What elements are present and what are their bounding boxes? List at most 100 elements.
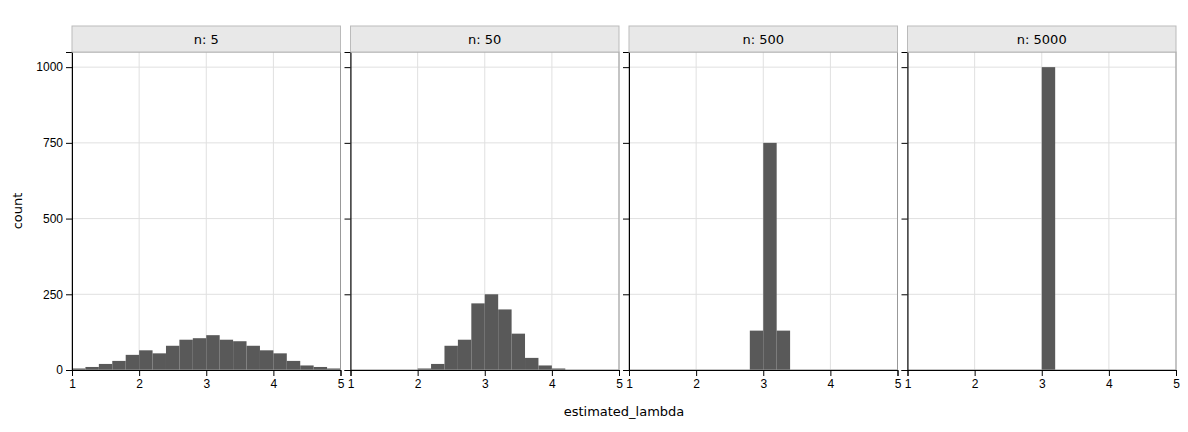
x-axis-line	[908, 371, 1177, 377]
grid-line	[417, 52, 418, 370]
bar	[139, 350, 152, 370]
x-tick-mark	[1176, 370, 1177, 376]
bar	[750, 331, 763, 370]
facet-title: n: 500	[742, 32, 784, 47]
x-tick-mark	[485, 370, 486, 376]
x-tick-label: 4	[271, 377, 278, 391]
x-tick-mark	[418, 370, 419, 376]
y-tick-label: 500	[43, 212, 63, 226]
x-tick-label: 5	[338, 377, 345, 391]
x-tick-label: 1	[905, 377, 912, 391]
y-tick-mark	[345, 67, 351, 68]
x-tick-mark	[341, 370, 342, 376]
y-tick-mark	[345, 294, 351, 295]
y-tick: 1000	[36, 60, 72, 74]
x-tick: 3	[482, 370, 489, 391]
y-tick-mark	[345, 143, 351, 144]
y-tick	[345, 219, 351, 220]
y-tick-mark	[66, 143, 72, 144]
plot-frame	[629, 52, 898, 370]
y-tick-mark	[902, 67, 908, 68]
bar	[512, 334, 525, 370]
facet-strip: n: 50	[351, 26, 620, 52]
y-tick-mark	[902, 219, 908, 220]
y-tick-mark	[66, 67, 72, 68]
x-tick-label: 5	[1173, 377, 1180, 391]
bar	[220, 340, 233, 370]
plot-frame	[908, 52, 1177, 370]
y-tick-mark	[902, 294, 908, 295]
x-tick-label: 4	[549, 377, 556, 391]
x-tick-mark	[696, 370, 697, 376]
x-tick-label: 3	[1039, 377, 1046, 391]
y-axis-line	[623, 53, 630, 371]
bar	[300, 365, 313, 370]
bar	[458, 340, 471, 370]
y-axis-line	[345, 53, 352, 371]
bars	[418, 294, 566, 370]
facet-strip: n: 500	[629, 26, 898, 52]
bar	[431, 364, 444, 370]
y-tick-mark	[902, 143, 908, 144]
x-tick: 2	[415, 370, 422, 391]
x-tick-label: 5	[895, 377, 902, 391]
y-tick	[345, 67, 351, 68]
x-tick-label: 3	[203, 377, 210, 391]
bar	[525, 358, 538, 370]
grid-line	[551, 52, 552, 370]
y-tick-mark	[623, 219, 629, 220]
x-axis-title: estimated_lambda	[564, 404, 685, 419]
plot-frame	[72, 52, 341, 370]
grid-line	[273, 52, 274, 370]
bar	[153, 353, 166, 370]
bar	[99, 364, 112, 370]
panel: 1234502505007501000n: 5count	[10, 26, 345, 391]
strip-background	[629, 26, 898, 52]
x-tick-mark	[139, 370, 140, 376]
y-tick	[623, 294, 629, 295]
x-tick-label: 2	[415, 377, 422, 391]
grid-line	[1108, 52, 1109, 370]
bar	[247, 346, 260, 370]
y-tick-mark	[623, 143, 629, 144]
bar	[112, 361, 125, 370]
x-tick: 1	[905, 370, 912, 391]
bar	[287, 361, 300, 370]
y-tick-mark	[623, 67, 629, 68]
y-tick	[345, 294, 351, 295]
x-tick: 5	[338, 370, 345, 391]
x-tick: 3	[760, 370, 767, 391]
y-axis	[345, 53, 352, 371]
y-tick-mark	[902, 370, 908, 371]
y-tick-mark	[623, 370, 629, 371]
y-tick	[902, 370, 908, 371]
y-tick: 500	[43, 212, 72, 226]
x-axis: 12345	[626, 370, 902, 391]
grid	[351, 52, 620, 370]
x-tick: 4	[271, 370, 278, 391]
x-tick: 4	[549, 370, 556, 391]
x-axis-line	[351, 371, 620, 377]
y-tick-mark	[66, 219, 72, 220]
panel: 12345n: 50	[345, 26, 624, 391]
x-tick: 1	[348, 370, 355, 391]
facet-title: n: 5	[194, 32, 219, 47]
bar	[126, 355, 139, 370]
x-tick-mark	[552, 370, 553, 376]
x-tick-label: 1	[348, 377, 355, 391]
x-tick-mark	[619, 370, 620, 376]
bar	[485, 294, 498, 370]
y-tick-mark	[623, 294, 629, 295]
x-tick-label: 2	[972, 377, 979, 391]
y-tick-label: 750	[43, 136, 63, 150]
strip-background	[908, 26, 1177, 52]
bar	[179, 340, 192, 370]
x-tick-mark	[763, 370, 764, 376]
bar	[273, 353, 286, 370]
x-tick: 5	[895, 370, 902, 391]
y-tick-mark	[345, 370, 351, 371]
x-tick-label: 1	[69, 377, 76, 391]
panel: 12345n: 5000	[902, 26, 1181, 391]
y-axis-line	[902, 53, 909, 371]
x-tick: 5	[1173, 370, 1180, 391]
